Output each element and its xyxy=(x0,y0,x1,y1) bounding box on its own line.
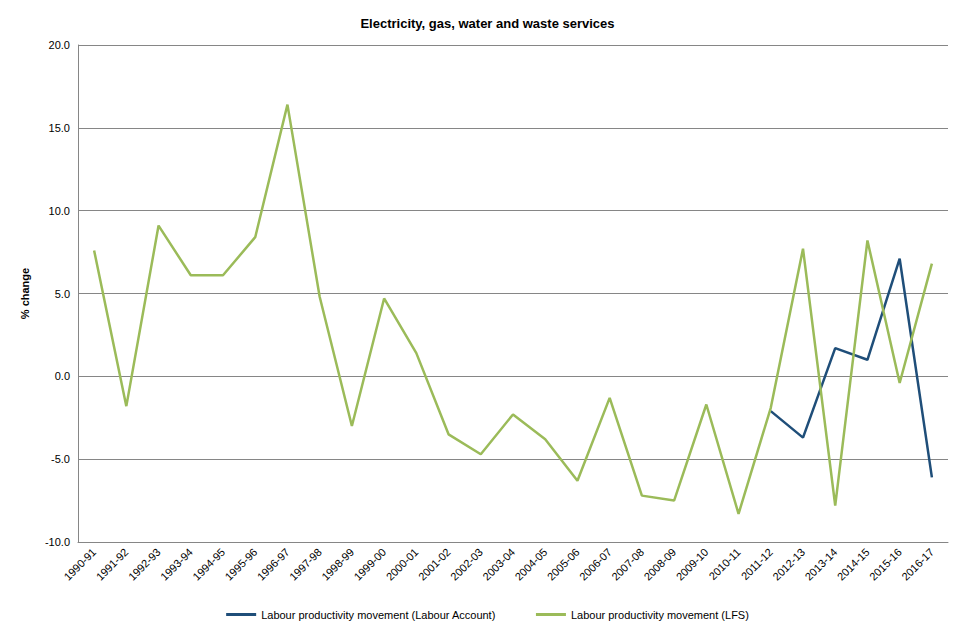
svg-text:1995-96: 1995-96 xyxy=(222,546,259,583)
svg-text:2001-02: 2001-02 xyxy=(416,546,453,583)
svg-text:2003-04: 2003-04 xyxy=(480,546,517,583)
svg-text:2009-10: 2009-10 xyxy=(674,546,711,583)
svg-text:-5.0: -5.0 xyxy=(51,453,70,465)
svg-text:2016-17: 2016-17 xyxy=(899,546,936,583)
svg-text:2012-13: 2012-13 xyxy=(770,546,807,583)
svg-text:Electricity, gas, water and wa: Electricity, gas, water and waste servic… xyxy=(360,16,614,31)
svg-text:2015-16: 2015-16 xyxy=(867,546,904,583)
svg-text:-10.0: -10.0 xyxy=(45,536,70,548)
svg-text:Labour productivity movement (: Labour productivity movement (Labour Acc… xyxy=(261,609,495,621)
svg-text:1992-93: 1992-93 xyxy=(126,546,163,583)
svg-text:2006-07: 2006-07 xyxy=(577,546,614,583)
svg-text:2010-11: 2010-11 xyxy=(706,546,742,582)
svg-text:1999-00: 1999-00 xyxy=(351,546,388,583)
svg-text:2005-06: 2005-06 xyxy=(545,546,582,583)
svg-text:1990-91: 1990-91 xyxy=(61,546,98,583)
svg-text:1994-95: 1994-95 xyxy=(190,546,227,583)
svg-text:1993-94: 1993-94 xyxy=(158,546,195,583)
svg-text:Labour productivity movement (: Labour productivity movement (LFS) xyxy=(571,609,749,621)
svg-text:1991-92: 1991-92 xyxy=(94,546,131,583)
svg-text:1998-99: 1998-99 xyxy=(319,546,356,583)
svg-text:2004-05: 2004-05 xyxy=(512,546,549,583)
svg-text:20.0: 20.0 xyxy=(49,39,70,51)
svg-text:1996-97: 1996-97 xyxy=(255,546,292,583)
svg-text:2008-09: 2008-09 xyxy=(641,546,678,583)
svg-text:2013-14: 2013-14 xyxy=(802,546,839,583)
svg-text:% change: % change xyxy=(19,268,31,319)
svg-text:2002-03: 2002-03 xyxy=(448,546,485,583)
svg-text:2014-15: 2014-15 xyxy=(835,546,872,583)
svg-text:1997-98: 1997-98 xyxy=(287,546,324,583)
svg-text:15.0: 15.0 xyxy=(49,122,70,134)
svg-text:5.0: 5.0 xyxy=(55,288,70,300)
svg-text:2000-01: 2000-01 xyxy=(384,546,421,583)
svg-text:10.0: 10.0 xyxy=(49,205,70,217)
svg-text:0.0: 0.0 xyxy=(55,370,70,382)
svg-text:2007-08: 2007-08 xyxy=(609,546,646,583)
svg-text:2011-12: 2011-12 xyxy=(739,546,775,582)
